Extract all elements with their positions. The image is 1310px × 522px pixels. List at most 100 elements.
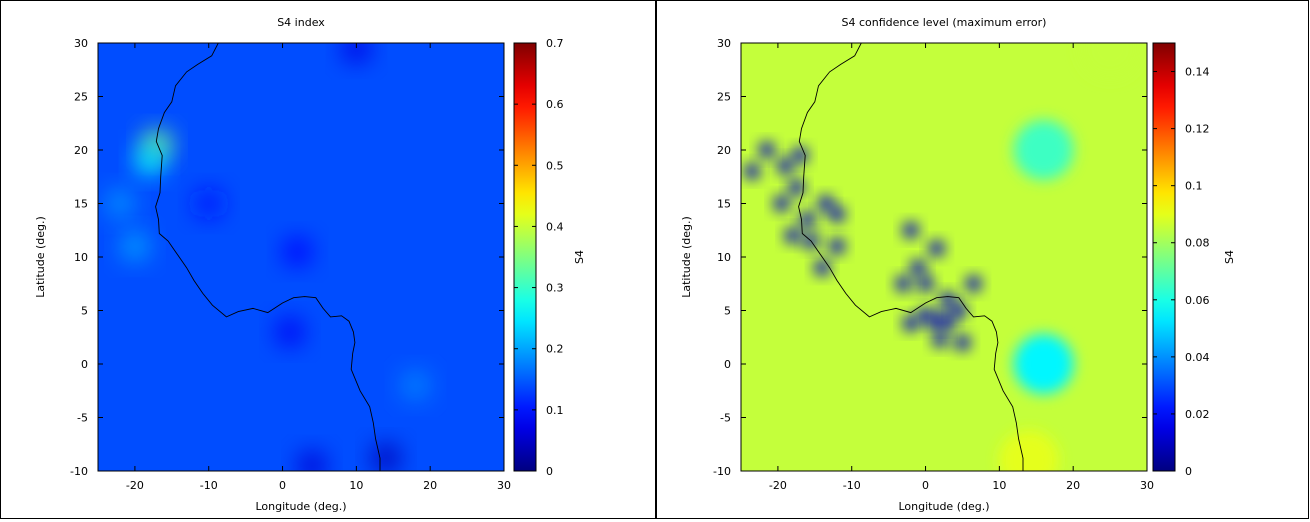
s4-index-xtick-label: 0	[279, 479, 286, 492]
s4-confidence-receiver-1	[758, 142, 775, 158]
s4-index-ytick-label: 25	[74, 91, 88, 104]
s4-confidence-cbar-tick-label: 0.06	[1185, 294, 1210, 307]
s4-confidence-panel: -20 -10 0 10 20 30 -10 -5 0 5 10 15 20 25 30 S4 confide…	[656, 0, 1309, 519]
s4-confidence-field	[744, 43, 1141, 471]
s4-index-cbar-tick-label: 0.2	[546, 343, 564, 356]
s4-confidence-ylabel: Latitude (deg.)	[680, 216, 693, 298]
s4-confidence-cbar-tick-label: 0.08	[1185, 237, 1210, 250]
s4-index-feature-9	[298, 451, 327, 471]
s4-confidence-receiver-23	[939, 313, 956, 330]
s4-index-cbar-tick-label: 0.4	[546, 220, 564, 233]
s4-confidence-receiver-12	[814, 259, 831, 276]
s4-index-feature-5	[275, 317, 304, 346]
s4-confidence-feature-1	[1013, 120, 1074, 180]
s4-index-colorbar-label: S4	[573, 250, 586, 264]
s4-confidence-receiver-20	[902, 315, 919, 332]
s4-confidence-receiver-24	[950, 302, 967, 319]
s4-index-colorbar	[513, 42, 537, 472]
s4-confidence-ytick-label: 15	[717, 198, 731, 211]
s4-confidence-cbar-tick-label: 0.14	[1185, 66, 1210, 79]
s4-index-ytick-label: -10	[70, 465, 88, 478]
s4-confidence-field-background	[741, 43, 1147, 471]
s4-index-cbar-tick-label: 0.3	[546, 282, 564, 295]
s4-index-feature-8	[371, 444, 400, 471]
s4-confidence-xtick-label: 0	[922, 479, 929, 492]
s4-index-panel: -20 -10 0 10 20 30 -10 -5 0 5 10 15 20 25 30 S4 index Lo…	[0, 0, 656, 519]
s4-index-cbar-tick-label: 0	[546, 465, 553, 478]
s4-confidence-xtick-label: 10	[992, 479, 1006, 492]
s4-index-xtick-label: -20	[126, 479, 144, 492]
s4-index-xtick-label: 30	[497, 479, 511, 492]
s4-confidence-colorbar	[1152, 42, 1176, 472]
s4-confidence-receiver-6	[799, 211, 816, 228]
s4-confidence-cbar-tick-label: 0	[1185, 465, 1192, 478]
s4-confidence-receiver-7	[784, 227, 801, 244]
s4-confidence-ytick-label: 5	[724, 305, 731, 318]
s4-index-ytick-label: 0	[81, 358, 88, 371]
s4-confidence-ytick-label: -5	[720, 412, 731, 425]
s4-confidence-receiver-2	[777, 158, 794, 175]
s4-confidence-ytick-label: 10	[717, 251, 731, 264]
s4-confidence-receiver-10	[828, 206, 845, 223]
s4-index-coastline	[155, 43, 381, 471]
s4-index-field	[106, 43, 430, 471]
s4-index-ytick-label: -5	[77, 412, 88, 425]
s4-confidence-receiver-16	[895, 275, 912, 292]
s4-confidence-ytick-label: 20	[717, 144, 731, 157]
s4-index-title: S4 index	[277, 16, 325, 29]
s4-confidence-receiver-18	[965, 275, 982, 292]
s4-confidence-title: S4 confidence level (maximum error)	[842, 16, 1047, 29]
s4-confidence-receiver-4	[788, 179, 805, 196]
s4-confidence-receiver-25	[932, 331, 949, 348]
s4-confidence-feature-2	[1080, 43, 1141, 79]
s4-index-feature-6	[283, 237, 312, 266]
s4-confidence-xtick-label: 20	[1066, 479, 1080, 492]
s4-index-cbar-tick-label: 0.6	[546, 98, 564, 111]
s4-confidence-receiver-22	[928, 313, 945, 330]
s4-confidence-receiver-5	[773, 195, 790, 212]
s4-confidence-receiver-15	[910, 259, 927, 276]
s4-index-ytick-label: 5	[81, 305, 88, 318]
s4-index-feature-10	[342, 43, 371, 63]
s4-confidence-xtick-label: -20	[769, 479, 787, 492]
s4-index-xtick-label: 20	[423, 479, 437, 492]
s4-index-feature-2	[120, 232, 149, 261]
s4-confidence-coastline	[798, 43, 1024, 471]
s4-confidence-chart: -20 -10 0 10 20 30 -10 -5 0 5 10 15 20 25 30 S4 confide…	[680, 16, 1236, 513]
s4-index-xtick-label: -10	[200, 479, 218, 492]
s4-confidence-receiver-14	[928, 240, 945, 257]
s4-confidence-receiver-19	[939, 291, 956, 308]
s4-confidence-receiver-13	[902, 222, 919, 239]
s4-confidence-receiver-3	[792, 147, 809, 164]
s4-index-feature-3	[106, 189, 135, 218]
s4-index-ytick-label: 20	[74, 144, 88, 157]
s4-confidence-receiver-11	[828, 238, 845, 255]
s4-confidence-receiver-26	[954, 334, 971, 351]
s4-index-feature-7	[194, 189, 223, 218]
s4-confidence-receiver-17	[917, 275, 934, 292]
s4-index-xtick-label: 10	[349, 479, 363, 492]
s4-index-feature-4	[401, 371, 430, 400]
s4-confidence-xtick-label: 30	[1140, 479, 1154, 492]
s4-confidence-receiver-9	[817, 195, 834, 212]
s4-confidence-ytick-label: 25	[717, 91, 731, 104]
s4-confidence-feature-0	[1013, 334, 1074, 394]
s4-confidence-xlabel: Longitude (deg.)	[898, 500, 989, 513]
s4-index-chart: -20 -10 0 10 20 30 -10 -5 0 5 10 15 20 25 30 S4 index Lo…	[34, 16, 586, 513]
s4-index-ytick-label: 30	[74, 37, 88, 50]
s4-index-ylabel: Latitude (deg.)	[34, 216, 47, 298]
s4-confidence-receiver-0	[744, 163, 761, 180]
s4-confidence-ytick-label: 0	[724, 358, 731, 371]
s4-index-cbar-tick-label: 0.1	[546, 404, 564, 417]
s4-confidence-ytick-label: 30	[717, 37, 731, 50]
s4-index-cbar-tick-label: 0.5	[546, 159, 564, 172]
s4-confidence-cbar-tick-label: 0.1	[1185, 180, 1203, 193]
s4-confidence-cbar-tick-label: 0.12	[1185, 123, 1210, 136]
s4-index-ytick-label: 10	[74, 251, 88, 264]
s4-confidence-xtick-label: -10	[843, 479, 861, 492]
s4-confidence-cbar-tick-label: 0.04	[1185, 351, 1210, 364]
s4-index-feature-1	[135, 146, 164, 175]
s4-confidence-cbar-tick-label: 0.02	[1185, 408, 1210, 421]
s4-index-xlabel: Longitude (deg.)	[255, 500, 346, 513]
s4-confidence-feature-3	[998, 430, 1059, 471]
